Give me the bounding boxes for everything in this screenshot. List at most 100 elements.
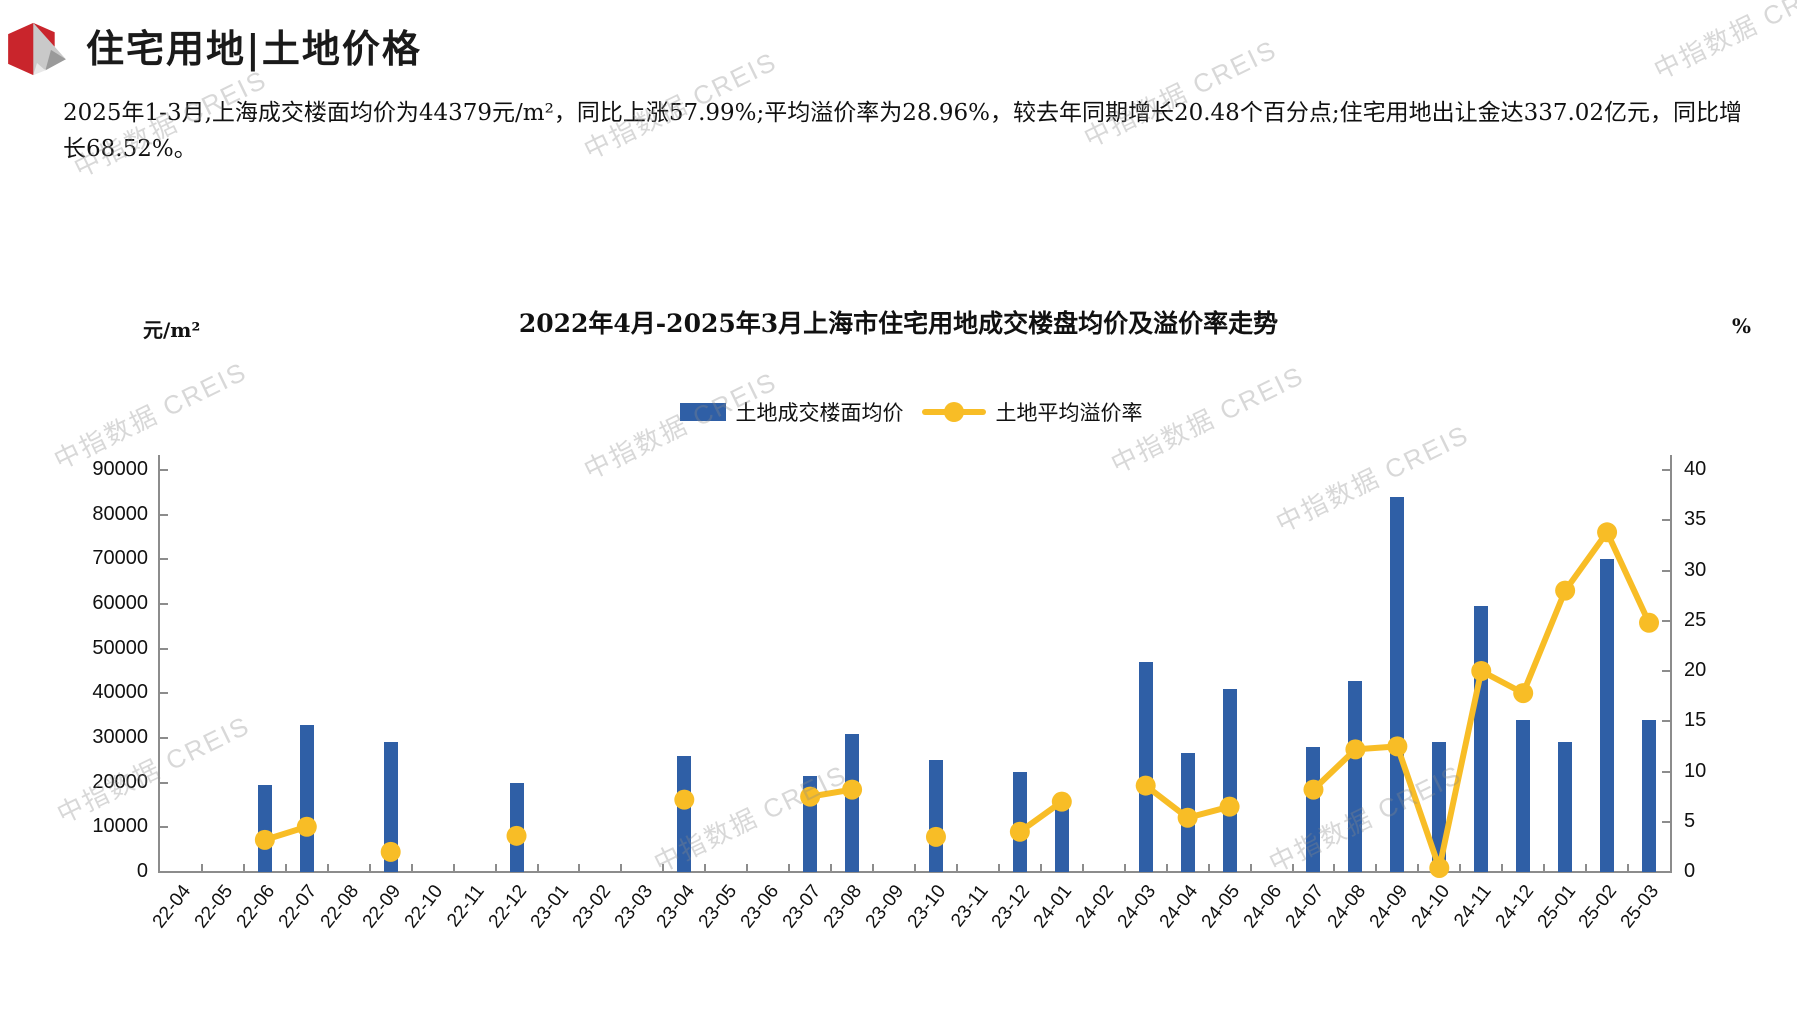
- premium-point: [1009, 821, 1030, 842]
- premium-line-segment: [1604, 529, 1653, 626]
- x-axis-label-text: 22-06: [232, 881, 280, 933]
- x-axis-label-text: 25-01: [1533, 881, 1580, 933]
- x-tick: [1165, 864, 1168, 872]
- premium-point: [925, 826, 946, 847]
- x-tick: [578, 864, 581, 872]
- x-axis-label-text: 23-04: [652, 881, 699, 933]
- x-axis-label-text: 22-08: [316, 881, 364, 933]
- y-tick-left: [160, 737, 168, 739]
- x-axis-line: [158, 871, 1672, 873]
- x-axis-label-text: 24-01: [1029, 881, 1077, 933]
- bar: [1012, 771, 1027, 872]
- bar-series-swatch-icon: [679, 403, 726, 421]
- x-axis-label-text: 23-09: [862, 881, 909, 933]
- premium-point: [674, 789, 695, 810]
- x-axis-label-text: 23-07: [778, 881, 825, 933]
- bar-series-label: 土地成交楼面均价: [735, 401, 904, 425]
- line-series-label: 土地平均溢价率: [995, 401, 1143, 425]
- y-tick-left: [160, 647, 168, 650]
- y-axis-label-right: 40: [1684, 458, 1707, 480]
- x-tick: [1459, 864, 1462, 872]
- x-tick: [242, 864, 245, 872]
- y-axis-label-left: 30000: [92, 726, 148, 748]
- bar: [1054, 799, 1069, 872]
- x-tick: [536, 864, 539, 872]
- x-tick: [1417, 864, 1420, 872]
- x-axis-label-text: 22-07: [274, 881, 322, 933]
- premium-line-segment: [1436, 668, 1485, 871]
- x-tick: [914, 864, 916, 872]
- bar: [845, 733, 860, 872]
- x-axis-label-text: 23-08: [820, 881, 867, 933]
- summary-text: 2025年1-3月,上海成交楼面均价为44379元/m²，同比上涨57.99%;…: [63, 100, 1743, 162]
- x-tick: [1585, 864, 1588, 872]
- x-tick: [620, 864, 623, 872]
- y-axis-label-left: 0: [136, 860, 148, 882]
- y-tick-right: [1662, 720, 1670, 723]
- y-tick-left: [160, 692, 168, 695]
- premium-line-segment: [1394, 743, 1443, 871]
- bar: [677, 755, 692, 872]
- x-tick: [1543, 864, 1546, 872]
- x-tick: [1123, 864, 1126, 872]
- y-axis-label-left: 20000: [92, 770, 148, 793]
- x-axis-label-text: 24-12: [1491, 881, 1538, 933]
- x-axis-label-text: 24-05: [1197, 881, 1245, 933]
- x-axis-label-text: 22-12: [484, 881, 532, 933]
- x-tick: [1291, 864, 1294, 872]
- bar: [1348, 681, 1363, 872]
- x-tick: [200, 864, 203, 872]
- x-tick: [746, 864, 749, 872]
- y-axis-label-left: 40000: [92, 681, 148, 704]
- bar: [1558, 742, 1573, 872]
- x-axis-label-text: 23-12: [987, 881, 1035, 933]
- x-tick: [452, 864, 455, 872]
- y-axis-left: [158, 455, 160, 872]
- x-axis-label-text: 23-03: [610, 881, 657, 933]
- y-tick-right: [1662, 770, 1670, 773]
- x-tick: [997, 864, 1000, 872]
- bar: [1306, 746, 1321, 872]
- x-axis-label-text: 22-05: [190, 881, 238, 933]
- chart-title: 2022年4月-2025年3月上海市住宅用地成交楼盘均价及溢价率走势: [518, 309, 1279, 338]
- y-tick-right: [1662, 569, 1670, 572]
- x-tick: [1627, 864, 1630, 872]
- y-axis-label-right: 30: [1684, 558, 1707, 581]
- x-axis-label-text: 24-03: [1113, 881, 1161, 933]
- premium-point: [842, 779, 863, 800]
- y-axis-label-left: 80000: [92, 502, 148, 525]
- premium-line-segment: [1520, 587, 1569, 697]
- y-axis-label-right: 10: [1684, 759, 1707, 782]
- x-axis-label-text: 23-06: [736, 881, 783, 933]
- y-axis-label-right: 25: [1684, 608, 1707, 631]
- left-axis-unit: 元/m²: [143, 318, 201, 342]
- y-axis-label-left: 70000: [92, 547, 148, 570]
- bar: [1642, 720, 1657, 872]
- x-axis-label-text: 24-02: [1071, 881, 1119, 933]
- x-tick: [1501, 864, 1504, 872]
- x-axis-label-text: 24-10: [1407, 881, 1454, 933]
- y-tick-left: [160, 513, 168, 516]
- premium-point: [1303, 779, 1324, 800]
- y-tick-left: [160, 603, 168, 605]
- y-tick-right: [1662, 820, 1670, 823]
- bar: [1222, 688, 1237, 872]
- y-axis-label-right: 15: [1684, 709, 1707, 732]
- y-tick-left: [160, 558, 168, 561]
- x-axis-label-text: 24-07: [1281, 881, 1329, 933]
- premium-point: [1555, 580, 1576, 601]
- y-tick-right: [1662, 619, 1670, 622]
- bar: [1138, 662, 1153, 872]
- premium-point: [1135, 775, 1156, 796]
- premium-point: [800, 786, 821, 807]
- premium-line-segment: [1562, 529, 1611, 594]
- y-tick-left: [160, 826, 168, 829]
- x-tick: [284, 864, 287, 872]
- x-tick: [1207, 864, 1210, 872]
- y-axis-label-right: 35: [1684, 508, 1707, 531]
- premium-point: [1639, 612, 1660, 633]
- y-axis-right: [1670, 455, 1672, 872]
- x-tick: [1249, 864, 1252, 872]
- y-axis-label-right: 5: [1684, 809, 1696, 832]
